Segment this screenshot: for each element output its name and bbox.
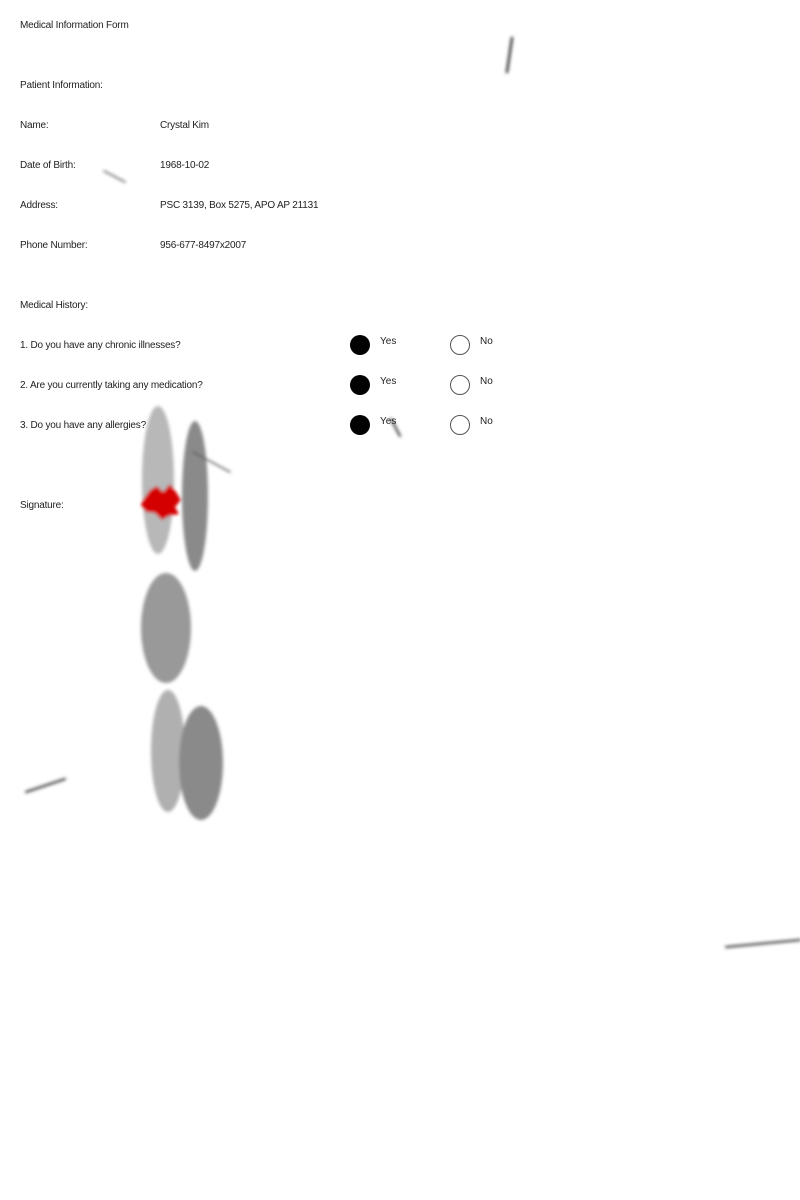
smudge-mark: [182, 421, 208, 571]
q2-yes-label: Yes: [380, 376, 397, 387]
stray-mark: [192, 451, 231, 473]
q3-no-label: No: [480, 416, 493, 427]
question-3: 3. Do you have any allergies?: [20, 420, 146, 431]
history-section-label: Medical History:: [20, 300, 88, 311]
question-1: 1. Do you have any chronic illnesses?: [20, 340, 181, 351]
form-title: Medical Information Form: [20, 20, 129, 31]
smudge-mark: [141, 573, 191, 683]
signature-label: Signature:: [20, 500, 64, 511]
smudge-mark: [179, 706, 223, 820]
smudge-mark: [151, 690, 185, 812]
q1-yes-radio[interactable]: [350, 335, 370, 355]
q2-yes-radio[interactable]: [350, 375, 370, 395]
phone-value: 956-677-8497x2007: [160, 240, 247, 251]
q3-yes-radio[interactable]: [350, 415, 370, 435]
red-stamp-mark: [141, 484, 181, 520]
phone-label: Phone Number:: [20, 240, 88, 251]
address-label: Address:: [20, 200, 58, 211]
stray-mark: [25, 778, 66, 793]
question-2: 2. Are you currently taking any medicati…: [20, 380, 203, 391]
q3-no-radio[interactable]: [450, 415, 470, 435]
q1-no-radio[interactable]: [450, 335, 470, 355]
stray-mark: [103, 170, 126, 183]
q3-yes-label: Yes: [380, 416, 397, 427]
patient-section-label: Patient Information:: [20, 80, 103, 91]
name-label: Name:: [20, 120, 49, 131]
smudge-mark: [142, 406, 174, 554]
q2-no-label: No: [480, 376, 493, 387]
name-value: Crystal Kim: [160, 120, 209, 131]
q1-yes-label: Yes: [380, 336, 397, 347]
stray-mark: [505, 36, 514, 74]
stray-mark: [725, 939, 800, 948]
address-value: PSC 3139, Box 5275, APO AP 21131: [160, 200, 319, 211]
q1-no-label: No: [480, 336, 493, 347]
dob-label: Date of Birth:: [20, 160, 76, 171]
q2-no-radio[interactable]: [450, 375, 470, 395]
dob-value: 1968-10-02: [160, 160, 210, 171]
